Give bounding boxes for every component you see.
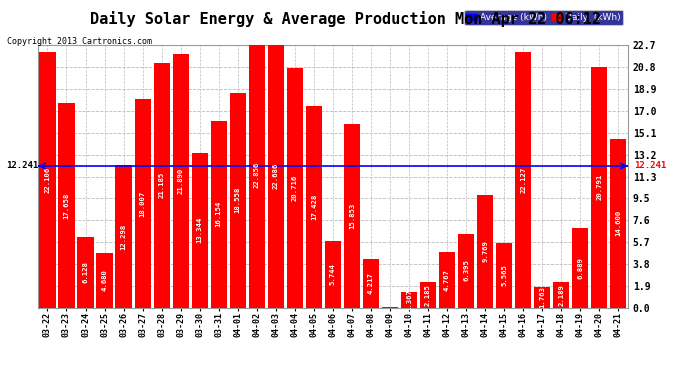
Text: 6.395: 6.395 [463,260,469,282]
Bar [458,234,474,308]
Text: 21.890: 21.890 [178,168,184,194]
Bar [306,106,322,307]
Bar [534,287,551,308]
Text: 15.853: 15.853 [349,203,355,229]
Bar [39,52,56,308]
Bar [77,237,94,308]
Text: 6.128: 6.128 [83,261,88,283]
Text: 20.791: 20.791 [596,174,602,200]
Bar [154,63,170,308]
Text: Copyright 2013 Cartronics.com: Copyright 2013 Cartronics.com [7,38,152,46]
Bar [553,282,569,308]
Bar [172,54,189,307]
Bar [192,153,208,308]
Text: 5.565: 5.565 [501,264,507,286]
Text: 22.127: 22.127 [520,166,526,193]
Bar [115,165,132,308]
Bar [591,67,607,308]
Bar [287,68,303,308]
Text: 4.767: 4.767 [444,269,450,291]
Text: 21.185: 21.185 [159,172,165,198]
Text: 9.769: 9.769 [482,240,488,262]
Bar [325,241,341,308]
Text: 17.428: 17.428 [311,194,317,220]
Bar [382,307,398,308]
Text: 17.658: 17.658 [63,192,70,219]
Text: 16.154: 16.154 [216,201,221,227]
Text: 1.763: 1.763 [540,286,545,308]
Bar [496,243,512,308]
Text: 12.241: 12.241 [634,162,666,171]
Bar [401,292,417,308]
Text: 22.686: 22.686 [273,163,279,189]
Bar [439,252,455,308]
Text: 6.889: 6.889 [578,257,583,279]
Text: 20.716: 20.716 [292,175,298,201]
Bar [610,139,627,308]
Text: 13.344: 13.344 [197,217,203,243]
Bar [363,259,379,308]
Bar [420,282,436,308]
Text: 12.241: 12.241 [6,162,38,171]
Text: 2.189: 2.189 [558,284,564,306]
Bar [248,43,265,308]
Text: 14.600: 14.600 [615,210,622,236]
Text: Daily Solar Energy & Average Production Mon Apr 22 06:12: Daily Solar Energy & Average Production … [90,11,600,27]
Bar [210,121,227,308]
Bar [477,195,493,308]
Bar [515,52,531,308]
Text: 18.007: 18.007 [139,190,146,216]
Text: 22.856: 22.856 [254,162,260,189]
Text: 5.744: 5.744 [330,263,336,285]
Bar [344,124,360,308]
Bar [230,93,246,308]
Bar [572,228,589,308]
Bar [268,45,284,308]
Text: 18.558: 18.558 [235,187,241,213]
Bar [135,99,150,308]
Text: 12.298: 12.298 [121,223,126,249]
Text: 4.680: 4.680 [101,270,108,291]
Bar [97,254,112,308]
Bar [59,103,75,308]
Text: 4.217: 4.217 [368,272,374,294]
Legend: Average (kWh), Daily  (kWh): Average (kWh), Daily (kWh) [464,10,623,24]
Text: 2.185: 2.185 [425,284,431,306]
Text: 22.106: 22.106 [44,166,50,193]
Text: 1.367: 1.367 [406,289,412,310]
